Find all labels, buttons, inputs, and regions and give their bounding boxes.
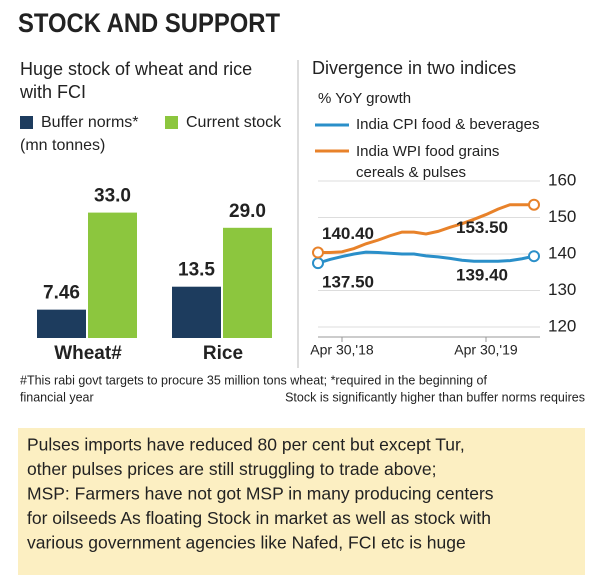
y-axis-label: % YoY growth <box>318 90 411 107</box>
value-label: 33.0 <box>94 186 131 207</box>
value-label: 140.40 <box>322 224 374 243</box>
y-tick-label: 120 <box>548 316 576 335</box>
bar <box>88 212 137 338</box>
legend-label: Buffer norms* <box>41 114 139 131</box>
line <box>317 250 535 265</box>
y-tick-label: 130 <box>548 280 576 299</box>
value-label: 13.5 <box>178 260 215 281</box>
y-tick-label: 160 <box>548 170 576 189</box>
legend-swatch <box>20 116 33 129</box>
bar <box>223 227 272 338</box>
page-title: STOCK AND SUPPORT <box>18 8 280 38</box>
x-tick-label: Apr 30,'18 <box>310 342 374 358</box>
y-tick-label: 140 <box>548 243 576 262</box>
legend-swatch <box>165 116 178 129</box>
legend-label: Current stock <box>186 114 282 131</box>
point <box>528 250 540 263</box>
value-label: 7.46 <box>43 283 80 304</box>
point <box>312 257 324 270</box>
value-label: 29.0 <box>229 201 266 222</box>
point <box>528 198 540 211</box>
legend-label: India CPI food & beverages <box>356 116 539 133</box>
value-label: 139.40 <box>456 266 508 285</box>
x-tick-label: Wheat# <box>54 343 122 364</box>
line-chart-title: Divergence in two indices <box>312 58 516 78</box>
line <box>318 203 534 255</box>
x-tick-label: Rice <box>203 343 243 364</box>
bar <box>37 309 86 338</box>
note-line: other pulses prices are still struggling… <box>27 459 437 479</box>
note-box <box>18 428 585 575</box>
unit-label: (mn tonnes) <box>20 137 105 154</box>
y-tick-label: 150 <box>548 207 576 226</box>
bar-chart-title: Huge stock of wheat and rice with FCI <box>20 59 253 102</box>
x-tick-label: Apr 30,'19 <box>454 342 518 358</box>
note-line: various government agencies like Nafed, … <box>27 533 466 553</box>
point <box>312 246 324 259</box>
value-label: 137.50 <box>322 273 374 292</box>
bar <box>172 286 221 338</box>
footnote: financial year <box>20 390 94 404</box>
note-line: for oilseeds As floating Stock in market… <box>27 508 491 528</box>
note-line: Pulses imports have reduced 80 per cent … <box>27 435 465 455</box>
legend-label: India WPI food grains cereals & pulses <box>356 143 500 181</box>
footnote: #This rabi govt targets to procure 35 mi… <box>20 373 487 387</box>
value-label: 153.50 <box>456 218 508 237</box>
footnote: Stock is significantly higher than buffe… <box>285 390 585 404</box>
note-line: MSP: Farmers have not got MSP in many pr… <box>27 484 494 504</box>
